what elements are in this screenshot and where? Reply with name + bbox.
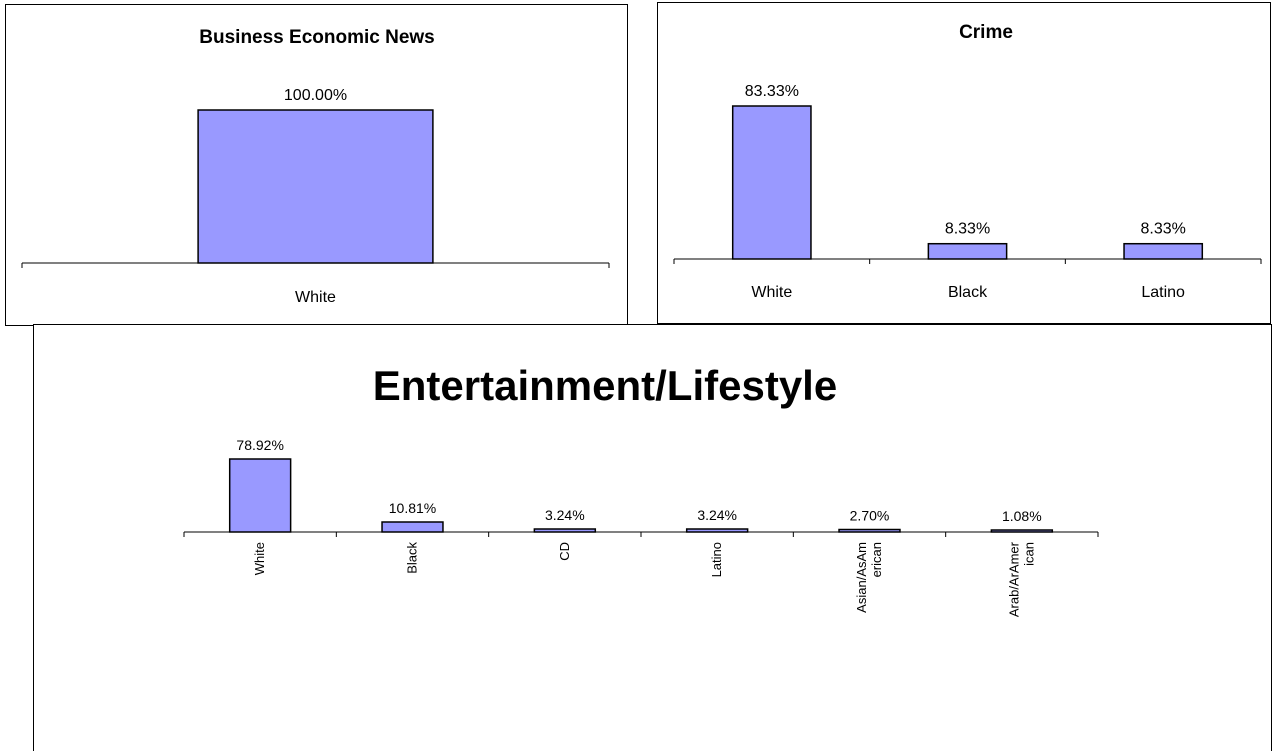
data-label: 3.24% xyxy=(697,507,737,523)
x-tick-label: White xyxy=(751,284,792,301)
data-label: 100.00% xyxy=(284,87,347,104)
chart-panel-business-economic-news: Business Economic News 100.00% White xyxy=(5,4,628,326)
x-tick-label: Black xyxy=(948,284,988,301)
bar xyxy=(927,242,1008,260)
x-tick-label: erican xyxy=(869,542,884,577)
chart-title: Crime xyxy=(959,22,1013,43)
data-label: 8.33% xyxy=(945,221,990,238)
x-tick-label: Arab/ArAmer xyxy=(1006,541,1021,617)
data-label: 3.24% xyxy=(545,507,585,523)
bar xyxy=(1123,242,1204,260)
x-tick-label: Latino xyxy=(1141,284,1185,301)
data-label: 78.92% xyxy=(236,437,283,453)
data-label: 1.08% xyxy=(1002,508,1042,524)
bar xyxy=(838,528,901,533)
x-tick-label: ican xyxy=(1021,542,1036,566)
data-label: 2.70% xyxy=(850,508,890,524)
data-label: 10.81% xyxy=(389,500,436,516)
x-tick-label: Latino xyxy=(709,542,724,577)
bar xyxy=(990,529,1054,533)
data-label: 83.33% xyxy=(745,83,799,100)
chart-title: Entertainment/Lifestyle xyxy=(373,362,837,409)
x-tick-label: White xyxy=(295,289,336,306)
x-tick-label: Asian/AsAm xyxy=(854,542,869,613)
bar xyxy=(381,521,444,533)
chart-entertainment-lifestyle: Entertainment/Lifestyle 78.92% White 10.81… xyxy=(183,362,1099,617)
chart-panel-crime: Crime 83.33% White 8.33% Black 8.33% Latino xyxy=(657,2,1271,324)
x-tick-label: White xyxy=(252,542,267,575)
x-tick-label: Black xyxy=(405,542,420,574)
chart-panel-entertainment-lifestyle: Entertainment/Lifestyle 78.92% White 10.81… xyxy=(33,324,1272,751)
chart-crime: Crime 83.33% White 8.33% Black 8.33% Latino xyxy=(673,22,1262,301)
bar xyxy=(685,528,749,533)
data-label: 8.33% xyxy=(1140,221,1185,238)
chart-title: Business Economic News xyxy=(199,27,434,48)
bar xyxy=(533,528,597,533)
chart-business-economic-news: Business Economic News 100.00% White xyxy=(21,27,610,306)
x-tick-label: CD xyxy=(557,542,572,561)
bar xyxy=(731,105,812,260)
bar xyxy=(197,109,434,264)
bar xyxy=(228,458,292,533)
